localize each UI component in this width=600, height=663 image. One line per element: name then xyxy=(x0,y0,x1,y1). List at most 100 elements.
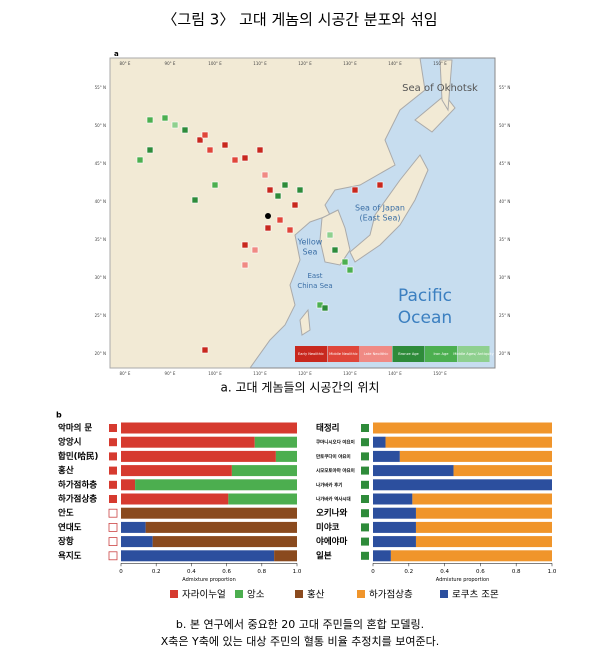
panel-label: a xyxy=(114,50,119,58)
bar-segment xyxy=(373,493,413,505)
site-marker xyxy=(351,186,359,194)
map-label: Sea of Japan xyxy=(355,204,405,213)
x-tick-label: 0 xyxy=(371,569,375,575)
site-marker xyxy=(181,126,189,134)
x-tick-label: 0.6 xyxy=(476,569,485,575)
row-label: 악마의 문 xyxy=(58,423,92,434)
lon-label: 90° E xyxy=(165,61,176,66)
site-marker xyxy=(276,216,284,224)
row-label: 시모모토야마 야요이 xyxy=(316,467,355,474)
lon-label: 120° E xyxy=(298,371,312,376)
row-icon xyxy=(108,537,118,546)
row-label: 홍산 xyxy=(58,465,74,476)
legend-swatch xyxy=(235,590,243,598)
bar-segment xyxy=(274,550,297,562)
x-tick-label: 0.2 xyxy=(404,569,413,575)
row-icon xyxy=(361,466,369,475)
legend-swatch xyxy=(360,346,392,362)
lat-label: 40° N xyxy=(499,199,510,204)
bar-segment xyxy=(373,422,552,434)
bar-segment xyxy=(121,521,146,533)
legend-label: 홍산 xyxy=(307,589,325,601)
legend-label: Early Neolithic xyxy=(298,352,324,356)
row-label: 쿠마니시오다 야요이 xyxy=(316,439,355,446)
row-label: 욕지도 xyxy=(58,550,82,561)
row-icon xyxy=(361,424,369,432)
lat-label: 50° N xyxy=(95,123,106,128)
lat-label: 40° N xyxy=(95,199,106,204)
mainland xyxy=(109,57,426,369)
site-marker xyxy=(346,266,354,274)
row-label: 나가바카 역사시대 xyxy=(316,496,351,503)
row-icon xyxy=(108,508,118,518)
row-icon xyxy=(361,438,369,447)
site-marker xyxy=(264,224,272,232)
legend-label: Middle Ages/ Antiquity xyxy=(453,352,494,356)
row-label: 안도 xyxy=(58,508,74,519)
site-marker xyxy=(231,156,239,164)
row-label: 나가바카 후기 xyxy=(316,481,342,488)
row-label: 하가점상층 xyxy=(58,494,97,505)
bar-segment xyxy=(121,479,136,491)
bar-segment xyxy=(373,536,416,548)
lat-label: 55° N xyxy=(95,85,106,90)
site-marker xyxy=(241,241,249,249)
site-marker xyxy=(321,304,329,312)
site-marker xyxy=(161,114,169,122)
row-icon xyxy=(361,495,369,503)
bar-segment xyxy=(399,450,552,462)
site-marker xyxy=(241,154,249,162)
x-tick-label: 0 xyxy=(119,569,123,575)
site-marker xyxy=(211,181,219,189)
row-label: 야에야마 xyxy=(316,536,347,547)
row-label: 장항 xyxy=(58,536,74,547)
site-marker xyxy=(291,201,299,209)
row-icon xyxy=(108,551,118,561)
bar-segment xyxy=(121,450,276,462)
map-label: Ocean xyxy=(398,308,452,328)
lon-label: 120° E xyxy=(298,61,312,66)
legend-label: Iron Age xyxy=(433,352,449,356)
lon-label: 140° E xyxy=(388,371,402,376)
row-icon xyxy=(108,523,118,532)
row-label: 하가점하층 xyxy=(58,479,97,490)
site-marker xyxy=(256,146,264,154)
row-icon xyxy=(361,452,369,461)
lon-label: 100° E xyxy=(208,61,222,66)
korea xyxy=(319,209,351,266)
site-marker xyxy=(341,258,349,266)
row-label: 합민(哈民) xyxy=(58,451,99,462)
site-marker xyxy=(206,146,214,154)
row-icon xyxy=(361,537,369,546)
site-marker xyxy=(266,186,274,194)
bar-segment xyxy=(121,507,297,519)
legend-swatch xyxy=(457,346,490,362)
lat-label: 45° N xyxy=(95,161,106,166)
sakhalin xyxy=(439,59,453,112)
figure-title: 〈그림 3〉 고대 게놈의 시공간 분포와 섞임 xyxy=(162,11,437,29)
lon-label: 90° E xyxy=(165,371,176,376)
lat-label: 25° N xyxy=(95,313,106,318)
bar-segment xyxy=(373,479,552,491)
lat-label: 45° N xyxy=(499,161,510,166)
bar-segment xyxy=(373,465,454,477)
bar-segment xyxy=(145,521,297,533)
legend-label: Late Neolithic xyxy=(364,352,389,356)
lat-label: 50° N xyxy=(499,123,510,128)
bar-segment xyxy=(373,450,400,462)
bar-segment xyxy=(390,550,552,562)
lat-label: 30° N xyxy=(95,275,106,280)
bar-segment xyxy=(385,436,552,448)
japan xyxy=(349,154,429,263)
legend-label: 자라이누얼 xyxy=(182,590,226,601)
x-tick-label: 0.6 xyxy=(222,569,231,575)
bar-segment xyxy=(412,493,552,505)
legend-label: Middle Neolithic xyxy=(329,352,358,356)
lon-label: 110° E xyxy=(253,61,267,66)
map-label: Yellow xyxy=(297,238,323,247)
lon-label: 100° E xyxy=(208,371,222,376)
bar-segment xyxy=(254,436,297,448)
legend-swatch xyxy=(440,590,448,598)
row-label: 만토쿠다이 야요이 xyxy=(316,453,351,460)
